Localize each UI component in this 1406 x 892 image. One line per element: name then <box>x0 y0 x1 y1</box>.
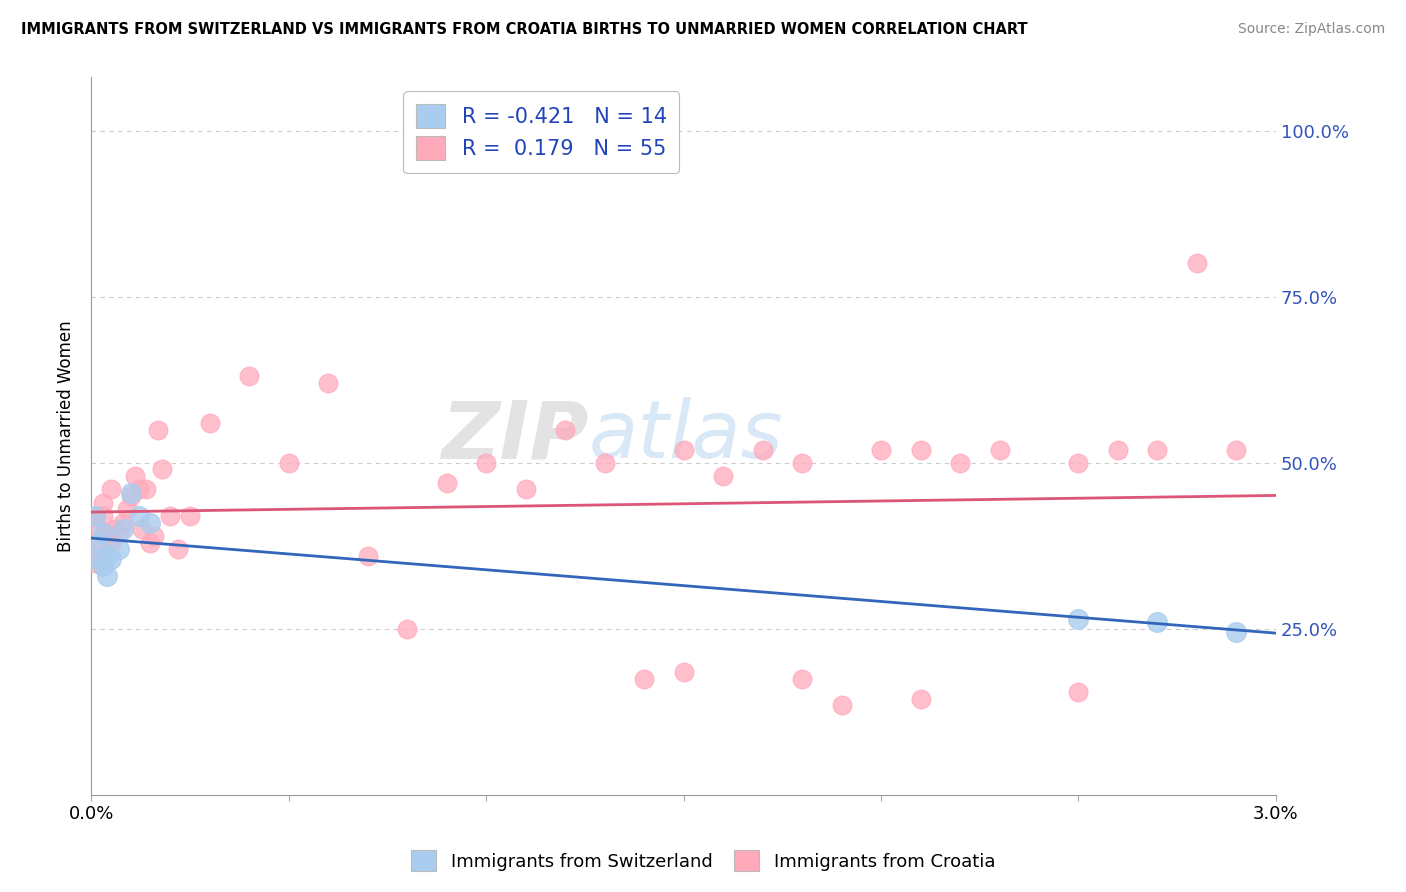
Point <box>1067 685 1090 699</box>
Point <box>91 508 114 523</box>
Point <box>831 698 853 713</box>
Point <box>131 522 153 536</box>
Point <box>120 485 142 500</box>
Point <box>84 508 107 523</box>
Point <box>87 522 110 536</box>
Point <box>107 542 129 557</box>
Point <box>790 456 813 470</box>
Point <box>104 522 127 536</box>
Point <box>84 508 107 523</box>
Text: Source: ZipAtlas.com: Source: ZipAtlas.com <box>1237 22 1385 37</box>
Point <box>277 456 299 470</box>
Point <box>475 456 498 470</box>
Point <box>870 442 893 457</box>
Point <box>107 525 129 540</box>
Point <box>593 456 616 470</box>
Point <box>1107 442 1129 457</box>
Point <box>159 508 181 523</box>
Point <box>91 558 114 573</box>
Point <box>436 475 458 490</box>
Point <box>135 483 157 497</box>
Point <box>96 549 118 563</box>
Point <box>554 423 576 437</box>
Point <box>139 535 162 549</box>
Text: ZIP: ZIP <box>441 397 589 475</box>
Point <box>143 529 166 543</box>
Point <box>633 672 655 686</box>
Point <box>316 376 339 390</box>
Point <box>910 442 932 457</box>
Point <box>124 469 146 483</box>
Point <box>87 542 110 557</box>
Point <box>515 483 537 497</box>
Point <box>167 542 190 557</box>
Point <box>150 462 173 476</box>
Point <box>711 469 734 483</box>
Point <box>949 456 972 470</box>
Point <box>1067 456 1090 470</box>
Point <box>751 442 773 457</box>
Point <box>396 622 419 636</box>
Point <box>139 516 162 530</box>
Point <box>1146 615 1168 630</box>
Point <box>100 483 122 497</box>
Legend: Immigrants from Switzerland, Immigrants from Croatia: Immigrants from Switzerland, Immigrants … <box>404 843 1002 879</box>
Point <box>988 442 1011 457</box>
Point <box>179 508 201 523</box>
Point <box>96 569 118 583</box>
Point <box>111 516 134 530</box>
Point <box>198 416 221 430</box>
Point <box>910 691 932 706</box>
Point <box>100 535 122 549</box>
Y-axis label: Births to Unmarried Women: Births to Unmarried Women <box>58 320 75 552</box>
Point <box>128 508 150 523</box>
Point <box>115 502 138 516</box>
Point <box>148 423 170 437</box>
Point <box>790 672 813 686</box>
Point <box>672 442 695 457</box>
Point <box>1185 256 1208 270</box>
Point <box>87 535 110 549</box>
Point <box>87 552 110 566</box>
Point <box>91 525 114 540</box>
Point <box>128 483 150 497</box>
Point <box>100 552 122 566</box>
Legend: R = -0.421   N = 14, R =  0.179   N = 55: R = -0.421 N = 14, R = 0.179 N = 55 <box>404 92 679 173</box>
Point <box>96 525 118 540</box>
Point <box>672 665 695 680</box>
Text: IMMIGRANTS FROM SWITZERLAND VS IMMIGRANTS FROM CROATIA BIRTHS TO UNMARRIED WOMEN: IMMIGRANTS FROM SWITZERLAND VS IMMIGRANT… <box>21 22 1028 37</box>
Point <box>1067 612 1090 626</box>
Point <box>91 496 114 510</box>
Point <box>1225 442 1247 457</box>
Point <box>120 489 142 503</box>
Point <box>1146 442 1168 457</box>
Point <box>111 522 134 536</box>
Point <box>84 556 107 570</box>
Point <box>1225 625 1247 640</box>
Point <box>356 549 378 563</box>
Text: atlas: atlas <box>589 397 783 475</box>
Point <box>238 369 260 384</box>
